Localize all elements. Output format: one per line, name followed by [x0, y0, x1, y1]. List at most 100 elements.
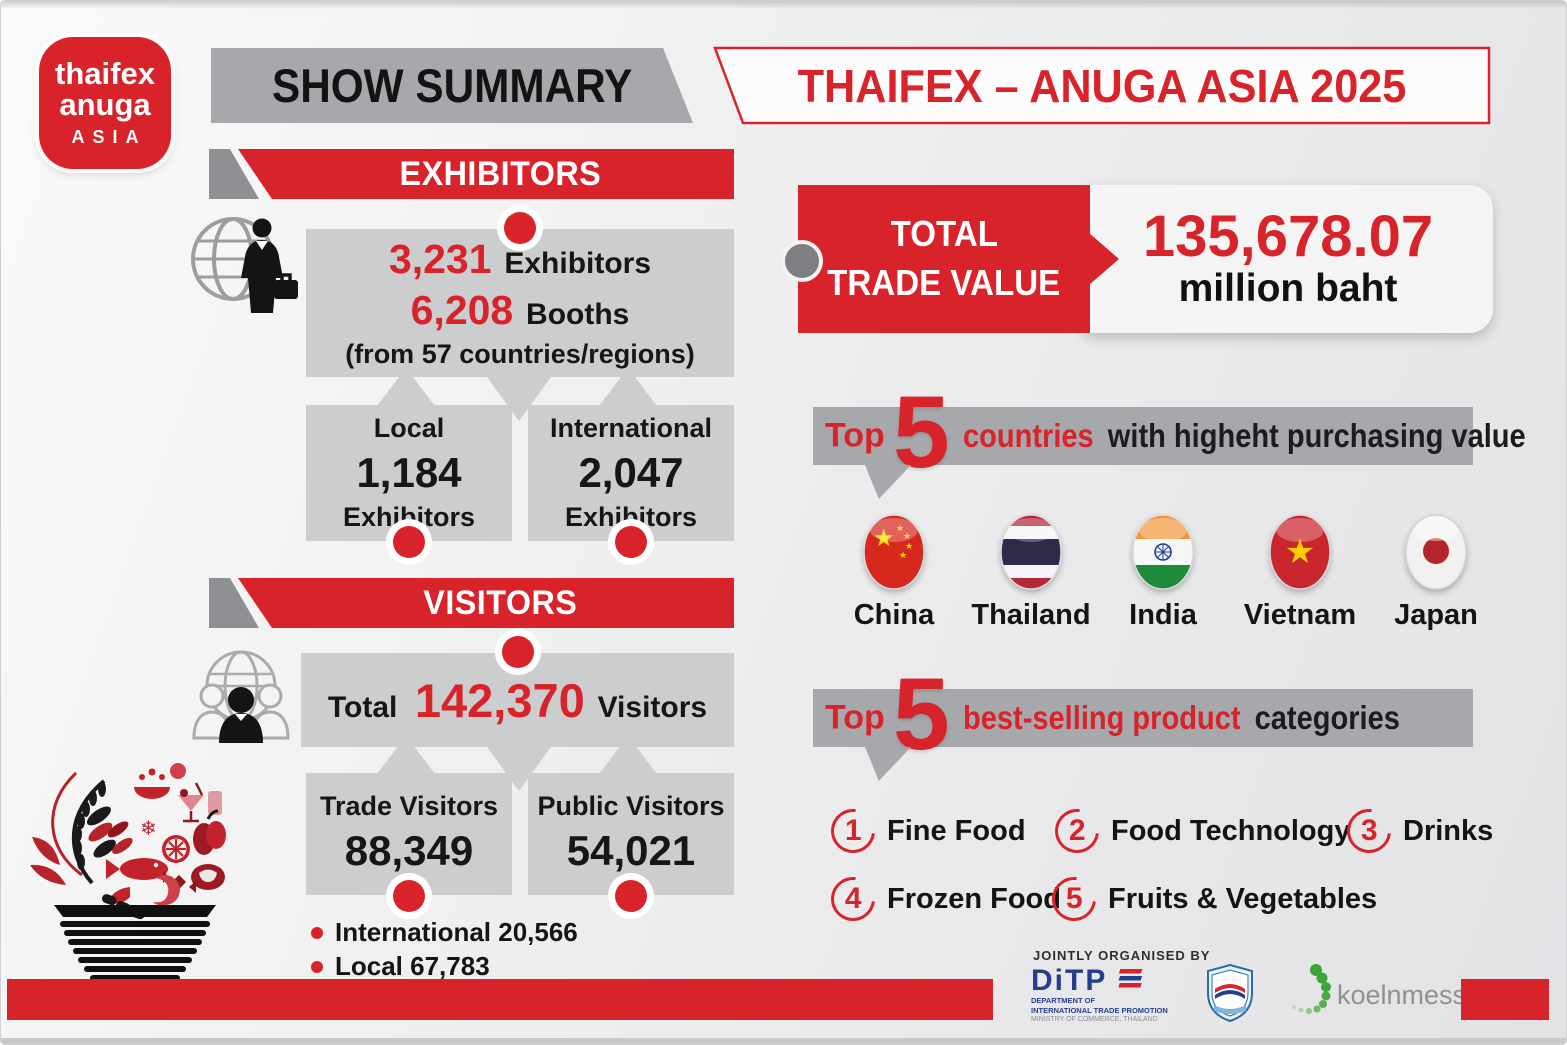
china-flag-icon: ★ ★ ★ ★ ★ [863, 514, 925, 590]
trade-value-label-box: TOTAL TRADE VALUE [798, 185, 1090, 333]
trade-value-unit: million baht [1178, 267, 1398, 310]
connector-dot [497, 205, 543, 251]
food-basket-illustration: ❄ [30, 763, 226, 988]
ditp-dept-line1: DEPARTMENT OF [1031, 996, 1096, 1005]
breakdown-international: International 20,566 [311, 917, 578, 948]
thailand-flag-icon [1000, 514, 1062, 590]
booths-line: 6,208 Booths [411, 285, 630, 336]
bullet-icon [311, 926, 323, 939]
visitors-total-prefix: Total [327, 690, 398, 724]
visitors-total-number [402, 674, 415, 727]
svg-text:★: ★ [899, 550, 907, 560]
koelnmesse-logo: koelnmesse [1289, 963, 1481, 1015]
category-drinks: 3 Drinks [1338, 800, 1493, 862]
visitors-section-title: VISITORS [423, 583, 578, 622]
globe-businessman-icon [191, 217, 298, 313]
top-countries-text: countries with higheht purchasing value [963, 417, 1526, 454]
country-china: ★ ★ ★ ★ ★ China [829, 513, 959, 632]
ditp-wordmark: DiTP [1031, 964, 1108, 997]
globe-visitors-icon [192, 650, 290, 743]
country-label: India [1129, 599, 1197, 631]
japan-flag-icon [1405, 514, 1467, 590]
category-fine-food: 1 Fine Food [822, 800, 1026, 862]
visitors-total-line: Total 142,370 Visitors [327, 673, 708, 727]
svg-text:❄: ❄ [140, 818, 157, 840]
logo-line-thaifex: thaifex [55, 56, 155, 91]
visitors-section-banner: VISITORS [238, 578, 734, 628]
booths-number: 6,208 [410, 287, 514, 334]
svg-text:★: ★ [873, 525, 895, 552]
connector-dot [494, 629, 541, 675]
trade-visitors-box: Trade Visitors 88,349 [306, 773, 512, 919]
trade-value-card: 135,678.07 million baht [1083, 185, 1493, 333]
trade-visitors-number: 88,349 [344, 827, 474, 875]
svg-text:★: ★ [896, 523, 904, 533]
vietnam-flag-icon: ★ [1269, 514, 1331, 590]
public-visitors-box: Public Visitors 54,021 [528, 773, 734, 919]
trade-value-arrow [1089, 233, 1119, 285]
ditp-dept-line2: INTERNATIONAL TRADE PROMOTION [1031, 1006, 1168, 1015]
india-flag-icon [1132, 514, 1194, 590]
rank-circle: 1 [822, 800, 884, 862]
local-label: Local [373, 412, 445, 443]
country-label: Vietnam [1243, 599, 1357, 631]
koelnmesse-wordmark: koelnmesse [1337, 980, 1482, 1010]
top-countries-prefix: Top [825, 416, 885, 455]
public-visitors-number: 54,021 [566, 827, 696, 875]
exhibitors-section-banner: EXHIBITORS [238, 149, 734, 199]
trade-value-amount: 135,678.07 [1142, 204, 1434, 270]
connector-dot [386, 519, 432, 565]
exhibitors-section-title: EXHIBITORS [399, 154, 602, 193]
svg-text:★: ★ [903, 531, 911, 541]
ditp-dept-line3: MINISTRY OF COMMERCE, THAILAND [1031, 1016, 1158, 1023]
logo-line-asia: ASIA [71, 127, 147, 147]
country-vietnam: ★ Vietnam [1235, 513, 1365, 632]
breakdown-local: Local 67,783 [311, 951, 490, 982]
country-label: Japan [1394, 599, 1478, 631]
event-title-box: THAIFEX – ANUGA ASIA 2025 [711, 46, 1493, 125]
country-japan: Japan [1371, 513, 1501, 632]
booths-label: Booths [526, 298, 630, 332]
rank-circle: 3 [1338, 800, 1400, 862]
trade-value-anchor-dot [781, 240, 823, 282]
connector-dot [608, 519, 654, 565]
country-label: Thailand [971, 599, 1091, 631]
connector-dot [608, 873, 654, 919]
bottom-red-bar [7, 979, 993, 1020]
visitors-total-suffix: Visitors [597, 690, 708, 724]
logo-line-anuga: anuga [59, 87, 151, 122]
local-number: 1,184 [356, 448, 462, 496]
connector-dot [386, 873, 432, 919]
visitors-total-card: Total 142,370 Visitors [301, 629, 734, 747]
exhibitors-total-number: 3,231 [388, 235, 492, 282]
rank-circle: 4 [822, 868, 884, 930]
exhibitors-total-card: 3,231 Exhibitors 6,208 Booths (from 57 c… [306, 205, 734, 377]
country-thailand: Thailand [966, 513, 1096, 632]
local-exhibitors-box: Local 1,184 Exhibitors [306, 405, 512, 565]
svg-text:★: ★ [1285, 533, 1315, 571]
category-food-technology: 2 Food Technology [1046, 800, 1351, 862]
country-label: China [853, 599, 935, 631]
ditp-logo: DiTP DEPARTMENT OF INTERNATIONAL TRADE P… [1031, 964, 1201, 1024]
department-seal-logo [1207, 963, 1253, 1023]
public-visitors-label: Public Visitors [537, 791, 725, 822]
svg-text:★: ★ [905, 541, 913, 551]
event-title: THAIFEX – ANUGA ASIA 2025 [797, 59, 1407, 112]
rank-circle: 2 [1046, 800, 1108, 862]
category-frozen-food: 4 Frozen Food [822, 868, 1061, 930]
international-exhibitors-box: International 2,047 Exhibitors [528, 405, 734, 565]
trade-value-label-line1: TOTAL [890, 213, 998, 255]
top-categories-banner: Top 5 best-selling product categories [813, 662, 1473, 781]
exhibitors-total-line: 3,231 Exhibitors [388, 235, 652, 282]
category-fruits-vegetables: 5 Fruits & Vegetables [1043, 868, 1377, 930]
top-categories-text: best-selling product categories [963, 699, 1400, 736]
bottom-edge-line [1, 1038, 1566, 1044]
event-title-border [713, 46, 1491, 125]
jointly-organised-label: JOINTLY ORGANISED BY [1033, 948, 1211, 963]
top-categories-prefix: Top [825, 698, 885, 737]
bottom-red-accent [1461, 979, 1549, 1020]
international-number: 2,047 [578, 448, 684, 496]
thaifex-anuga-logo: thaifex anuga ASIA [39, 37, 171, 169]
ditp-flag-icon [1118, 969, 1143, 988]
